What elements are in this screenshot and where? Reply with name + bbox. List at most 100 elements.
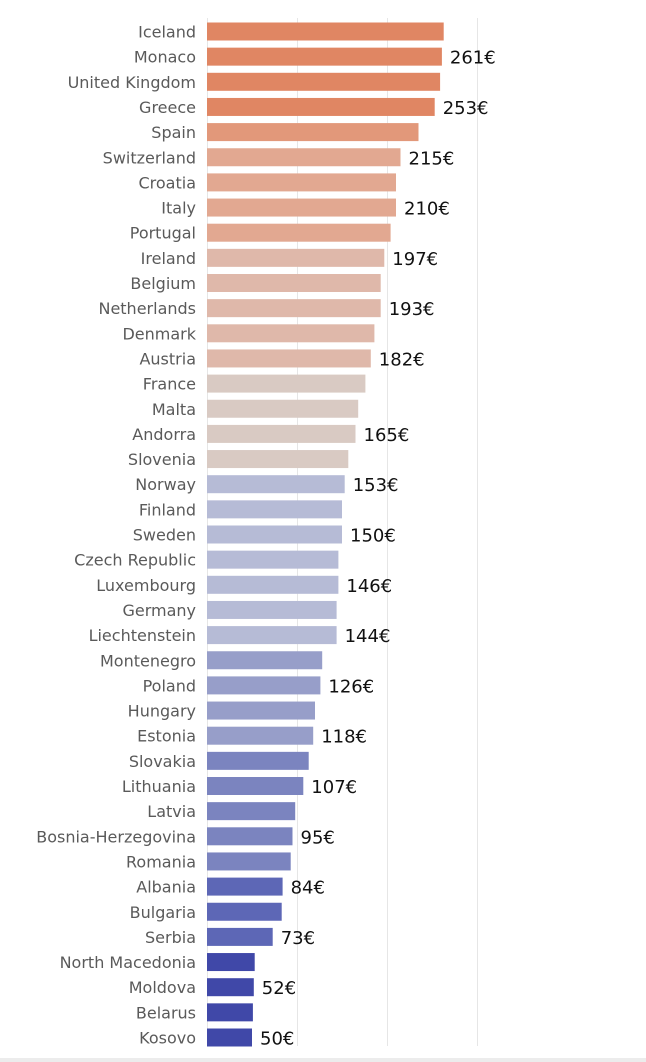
bar: [207, 500, 342, 519]
data-label: 144€: [345, 626, 391, 647]
bar: [207, 827, 293, 846]
data-label: 146€: [346, 576, 392, 597]
category-label: Greece: [139, 98, 196, 117]
data-label: 84€: [291, 878, 325, 899]
category-label: Sweden: [133, 526, 196, 545]
bar: [207, 1028, 252, 1047]
category-label: Moldova: [129, 978, 196, 997]
category-label: Bosnia-Herzegovina: [36, 827, 196, 846]
data-label: 73€: [281, 928, 315, 949]
category-label: United Kingdom: [68, 73, 196, 92]
bar: [207, 248, 385, 267]
category-label: Estonia: [137, 727, 196, 746]
bar: [207, 475, 345, 494]
bar: [207, 877, 283, 896]
bars: [207, 22, 444, 1047]
bar: [207, 223, 391, 242]
bar: [207, 374, 366, 393]
bar: [207, 424, 356, 443]
bar: [207, 651, 323, 670]
category-label: Finland: [139, 500, 196, 519]
data-label: 107€: [311, 777, 357, 798]
bar: [207, 676, 321, 695]
category-label: North Macedonia: [60, 953, 196, 972]
category-label: Latvia: [147, 802, 196, 821]
category-label: Austria: [139, 349, 196, 368]
category-label: France: [143, 375, 196, 394]
bar: [207, 22, 444, 41]
category-label: Kosovo: [139, 1029, 196, 1048]
category-label: Czech Republic: [74, 551, 196, 570]
data-label: 193€: [389, 299, 435, 320]
category-label: Italy: [161, 199, 196, 218]
bar: [207, 399, 359, 418]
bar: [207, 751, 309, 770]
bar: [207, 349, 371, 368]
bar: [207, 525, 342, 544]
data-label: 150€: [350, 526, 396, 547]
category-label: Bulgaria: [130, 903, 196, 922]
data-label: 95€: [301, 827, 335, 848]
bar: [207, 726, 314, 745]
data-label: 215€: [409, 148, 455, 169]
category-label: Hungary: [128, 702, 196, 721]
data-label: 261€: [450, 48, 496, 69]
category-label: Spain: [151, 123, 196, 142]
bar: [207, 173, 396, 192]
category-label: Luxembourg: [96, 576, 196, 595]
value-labels: 261€ 253€ 215€ 210€ 197€ 193€ 182€ 165€ 153€ 150€…: [260, 48, 496, 1050]
bar: [207, 626, 337, 645]
category-label: Belgium: [130, 274, 196, 293]
bar: [207, 600, 337, 619]
category-label: Lithuania: [122, 777, 196, 796]
data-label: 197€: [392, 249, 438, 270]
category-label: Iceland: [138, 23, 196, 42]
bar: [207, 72, 441, 91]
bar: [207, 324, 375, 343]
category-label: Slovakia: [129, 752, 196, 771]
category-label: Switzerland: [103, 148, 196, 167]
bar: [207, 701, 315, 720]
bar: [207, 927, 273, 946]
category-label: Netherlands: [98, 299, 196, 318]
category-label: Andorra: [132, 425, 196, 444]
category-label: Germany: [122, 601, 196, 620]
data-label: 50€: [260, 1029, 294, 1050]
bar: [207, 802, 296, 821]
category-label: Poland: [143, 676, 196, 695]
data-label: 126€: [328, 676, 374, 697]
bar: [207, 148, 401, 167]
bar: [207, 1003, 253, 1022]
category-label: Romania: [126, 852, 196, 871]
bar: [207, 550, 339, 569]
category-label: Portugal: [130, 224, 196, 243]
bar: [207, 450, 349, 469]
category-label: Malta: [152, 400, 196, 419]
category-label: Serbia: [145, 928, 196, 947]
data-label: 118€: [321, 727, 367, 748]
bar: [207, 97, 435, 116]
bar: [207, 978, 254, 997]
bar: [207, 777, 304, 795]
category-label: Denmark: [122, 324, 196, 343]
bar: [207, 953, 255, 972]
category-label: Slovenia: [128, 450, 196, 469]
bar: [207, 198, 396, 217]
data-label: 210€: [404, 199, 450, 220]
category-label: Albania: [136, 878, 196, 897]
bar: [207, 575, 339, 594]
data-label: 182€: [379, 349, 425, 370]
bar: [207, 299, 381, 318]
category-label: Montenegro: [100, 651, 196, 670]
category-label: Belarus: [136, 1003, 196, 1022]
category-label: Liechtenstein: [89, 626, 196, 645]
bar: [207, 902, 282, 921]
category-labels: Iceland Monaco United Kingdom Greece Spain Sw…: [36, 23, 196, 1048]
bottom-scroll-strip: [0, 1058, 646, 1062]
data-label: 165€: [364, 425, 410, 446]
bar: [207, 47, 442, 66]
bar: [207, 852, 291, 871]
category-label: Norway: [135, 475, 196, 494]
